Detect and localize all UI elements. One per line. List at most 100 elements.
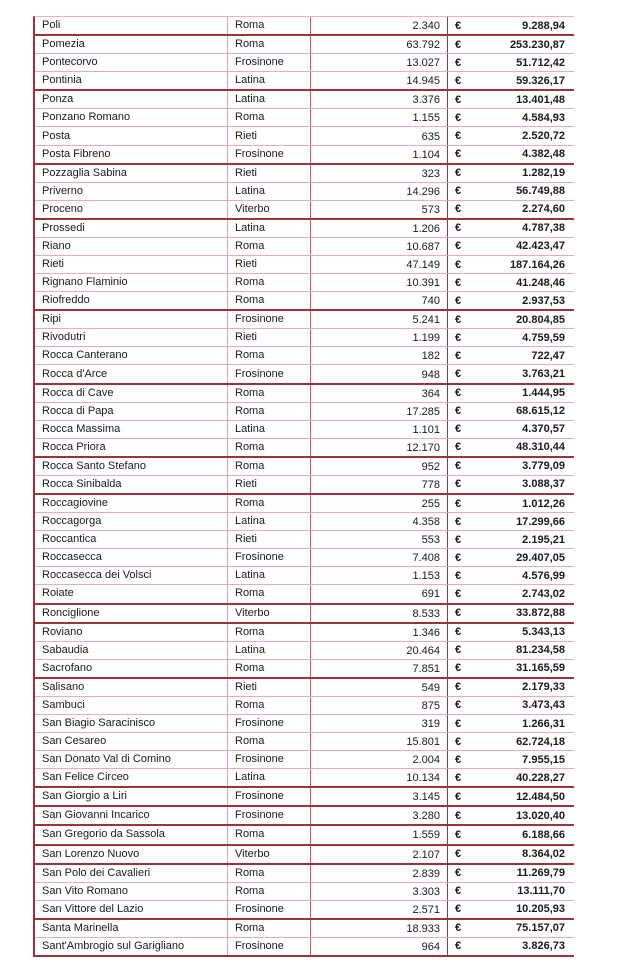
- table-row: Rocca d'Arce Frosinone 948 €3.763,21: [35, 365, 574, 385]
- amount-cell: €59.326,17: [447, 72, 574, 90]
- table-row: San Gregorio da Sassola Roma 1.559 €6.188,6…: [35, 826, 574, 846]
- amount-cell: €68.615,12: [447, 402, 574, 420]
- euro-symbol: €: [455, 662, 462, 675]
- table-row: San Vito Romano Roma 3.303 €13.111,70: [35, 882, 574, 901]
- population-value: 13.027: [310, 54, 447, 72]
- province-name: Roma: [227, 585, 310, 603]
- amount-cell: €56.749,88: [447, 182, 574, 200]
- euro-symbol: €: [455, 885, 462, 898]
- euro-symbol: €: [455, 497, 462, 510]
- amount-value: 68.615,12: [516, 405, 565, 418]
- table-row: Pozzaglia Sabina Rieti 323 €1.282,19: [35, 164, 574, 183]
- table-row: Pontinia Latina 14.945 €59.326,17: [35, 72, 574, 92]
- table-row: Rivodutri Rieti 1.199 €4.759,59: [35, 329, 574, 348]
- amount-cell: €51.712,42: [447, 54, 574, 72]
- table-row: Roccagorga Latina 4.358 €17.299,66: [35, 513, 574, 532]
- table-row: Roccagiovine Roma 255 €1.012,26: [35, 495, 574, 514]
- euro-symbol: €: [455, 441, 462, 454]
- amount-cell: €33.872,88: [447, 604, 574, 622]
- amount-value: 48.310,44: [516, 441, 565, 454]
- amount-cell: €3.473,43: [447, 696, 574, 714]
- population-value: 549: [310, 678, 447, 696]
- municipality-name: Ponza: [42, 93, 74, 106]
- amount-cell: €1.282,19: [447, 164, 574, 182]
- population-value: 18.933: [310, 919, 447, 937]
- euro-symbol: €: [455, 790, 462, 803]
- municipality-name: Roiate: [42, 587, 74, 600]
- amount-value: 4.370,57: [522, 423, 565, 436]
- municipality-name: Poli: [42, 19, 61, 32]
- population-value: 635: [310, 127, 447, 145]
- population-value: 3.303: [310, 882, 447, 900]
- amount-cell: €5.343,13: [447, 623, 574, 641]
- amount-cell: €253.230,87: [447, 36, 574, 54]
- population-value: 364: [310, 384, 447, 402]
- amount-cell: €31.165,59: [447, 659, 574, 677]
- amount-cell: €42.423,47: [447, 237, 574, 256]
- amount-cell: €20.804,85: [447, 311, 574, 329]
- municipality-name: San Biagio Saracinisco: [42, 717, 156, 729]
- population-value: 875: [310, 696, 447, 714]
- amount-cell: €13.020,40: [447, 807, 574, 825]
- population-value: 964: [310, 937, 447, 955]
- amount-cell: €11.269,79: [447, 864, 574, 882]
- municipality-name: Rocca di Cave: [42, 386, 114, 399]
- euro-symbol: €: [455, 569, 462, 582]
- municipality-name: Salisano: [42, 680, 85, 693]
- municipality-name: Riofreddo: [42, 294, 90, 307]
- amount-cell: €4.759,59: [447, 329, 574, 347]
- province-name: Rieti: [227, 164, 310, 182]
- municipality-name: Ponzano Romano: [42, 111, 131, 124]
- euro-symbol: €: [455, 349, 462, 362]
- amount-cell: €81.234,58: [447, 641, 574, 659]
- province-name: Roma: [227, 384, 310, 402]
- euro-symbol: €: [455, 809, 462, 822]
- province-name: Roma: [227, 274, 310, 292]
- municipality-name: San Giovanni Incarico: [42, 809, 150, 822]
- province-name: Roma: [227, 864, 310, 882]
- municipality-name: Posta Fibreno: [42, 147, 111, 160]
- euro-symbol: €: [455, 753, 462, 766]
- amount-cell: €3.088,37: [447, 475, 574, 494]
- table-row: Sant'Ambrogio sul Garigliano Frosinone 964…: [35, 937, 574, 957]
- euro-symbol: €: [455, 222, 462, 235]
- amount-value: 4.787,38: [522, 222, 565, 235]
- municipality-name: Roccasecca dei Volsci: [42, 569, 152, 582]
- amount-value: 2.274,60: [522, 203, 565, 216]
- euro-symbol: €: [455, 644, 462, 657]
- table-row: Rocca Santo Stefano Roma 952 €3.779,09: [35, 457, 574, 476]
- table-row: San Vittore del Lazio Frosinone 2.571 €10.2…: [35, 900, 574, 920]
- population-value: 323: [310, 164, 447, 182]
- municipality-name: Rocca Sinibalda: [42, 477, 122, 490]
- province-name: Rieti: [227, 531, 310, 549]
- table-row: Roccasecca Frosinone 7.408 €29.407,05: [35, 549, 574, 568]
- euro-symbol: €: [455, 387, 462, 400]
- amount-cell: €62.724,18: [447, 733, 574, 751]
- amount-cell: €4.382,48: [447, 145, 574, 163]
- euro-symbol: €: [455, 460, 462, 473]
- euro-symbol: €: [455, 93, 462, 106]
- table-row: San Giorgio a Liri Frosinone 3.145 €12.484,…: [35, 788, 574, 808]
- amount-value: 6.188,66: [522, 828, 565, 841]
- municipality-name: Ripi: [42, 313, 61, 326]
- amount-value: 2.937,53: [522, 294, 565, 307]
- province-name: Latina: [227, 513, 310, 531]
- province-name: Roma: [227, 733, 310, 751]
- euro-symbol: €: [455, 607, 462, 620]
- municipality-name: Rignano Flaminio: [42, 276, 128, 289]
- province-name: Viterbo: [227, 845, 310, 863]
- table-row: Sacrofano Roma 7.851 €31.165,59: [35, 659, 574, 679]
- province-name: Frosinone: [227, 311, 310, 329]
- province-name: Roma: [227, 457, 310, 475]
- amount-value: 42.423,47: [516, 240, 565, 253]
- euro-symbol: €: [455, 203, 462, 216]
- population-value: 10.134: [310, 769, 447, 787]
- province-name: Rieti: [227, 256, 310, 274]
- amount-cell: €7.955,15: [447, 751, 574, 769]
- province-name: Latina: [227, 420, 310, 438]
- amount-value: 9.288,94: [522, 19, 565, 32]
- euro-symbol: €: [455, 828, 462, 841]
- amount-cell: €2.195,21: [447, 531, 574, 549]
- amount-value: 56.749,88: [516, 185, 565, 198]
